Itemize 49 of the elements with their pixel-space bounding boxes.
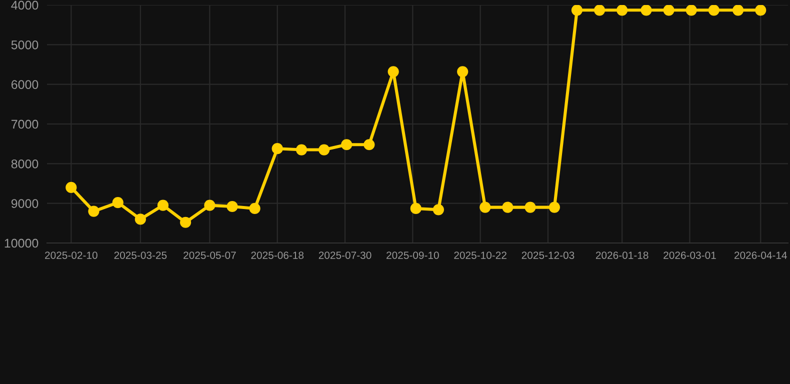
point bbox=[204, 200, 216, 211]
x-tick-label: 2025-10-22 bbox=[454, 252, 506, 259]
point bbox=[88, 206, 100, 217]
point bbox=[571, 5, 583, 16]
x-tick-label: 2025-02-10 bbox=[45, 252, 98, 259]
point bbox=[66, 182, 77, 194]
point bbox=[157, 200, 169, 211]
point bbox=[432, 204, 444, 216]
y-tick-label: 7000 bbox=[12, 120, 38, 129]
point bbox=[663, 5, 674, 16]
x-tick-label: 2026-03-01 bbox=[664, 252, 716, 259]
y-tick-label: 10000 bbox=[4, 238, 38, 248]
point bbox=[296, 144, 308, 156]
point bbox=[732, 5, 744, 16]
point bbox=[686, 5, 697, 16]
point bbox=[318, 144, 330, 156]
point bbox=[524, 202, 536, 213]
point bbox=[708, 5, 720, 16]
point bbox=[134, 214, 146, 225]
x-tick-label: 2025-03-25 bbox=[114, 252, 167, 259]
point bbox=[112, 196, 124, 208]
x-tick-label: 2026-01-18 bbox=[596, 252, 648, 259]
point bbox=[180, 216, 192, 228]
point bbox=[480, 202, 491, 213]
point bbox=[226, 200, 238, 212]
y-tick-label: 8000 bbox=[11, 159, 38, 168]
x-tick-label: 2025-12-03 bbox=[522, 252, 574, 259]
point bbox=[594, 5, 606, 16]
y-tick-label: 5000 bbox=[11, 40, 38, 50]
x-tick-label: 2025-06-18 bbox=[251, 252, 304, 259]
x-tick-label: 2026-04-14 bbox=[734, 252, 787, 259]
point bbox=[272, 143, 283, 154]
point bbox=[388, 66, 399, 78]
point bbox=[502, 202, 514, 213]
x-tick-label: 2025-05-07 bbox=[184, 252, 236, 259]
point bbox=[457, 66, 468, 78]
point bbox=[341, 139, 352, 150]
point bbox=[755, 5, 766, 16]
x-tick-label: 2025-07-30 bbox=[318, 252, 372, 259]
point bbox=[616, 5, 628, 16]
point bbox=[548, 202, 560, 213]
y-tick-label: 4000 bbox=[11, 0, 38, 10]
x-tick-label: 2025-09-10 bbox=[386, 252, 439, 259]
y-tick-label: 9000 bbox=[11, 199, 38, 208]
point bbox=[364, 139, 375, 150]
point bbox=[249, 202, 260, 214]
point bbox=[410, 202, 422, 214]
y-tick-label: 6000 bbox=[11, 80, 38, 89]
point bbox=[640, 5, 652, 16]
